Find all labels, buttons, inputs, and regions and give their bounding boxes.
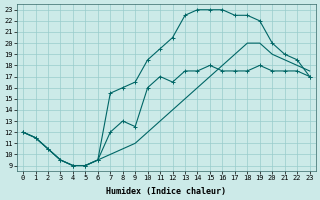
- X-axis label: Humidex (Indice chaleur): Humidex (Indice chaleur): [106, 187, 226, 196]
